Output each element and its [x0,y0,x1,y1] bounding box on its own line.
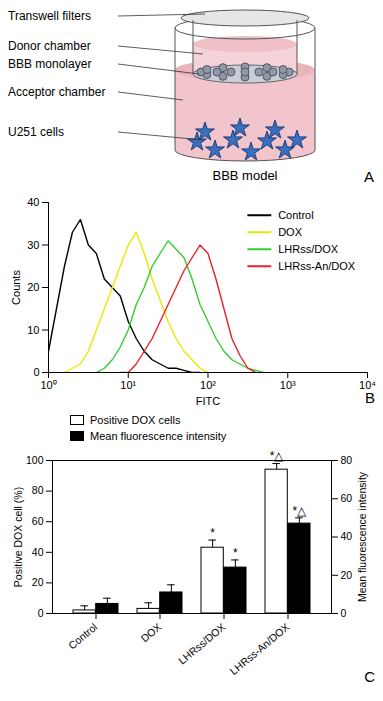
svg-text:Control: Control [278,209,313,221]
svg-text:100: 100 [26,454,44,466]
svg-text:Transwell filters: Transwell filters [8,9,91,23]
svg-text:Donor chamber: Donor chamber [8,39,91,53]
svg-text:0: 0 [38,607,44,619]
svg-text:10¹: 10¹ [120,379,136,391]
svg-text:*: * [233,546,238,560]
svg-text:Mean fluorescence intensity: Mean fluorescence intensity [356,471,368,602]
svg-text:LHRss-An/DOX: LHRss-An/DOX [227,620,291,676]
html-text:Positive DOX cells: Positive DOX cells [90,414,181,426]
svg-text:LHRss/DOX: LHRss/DOX [278,243,339,255]
svg-text:*: * [210,526,215,540]
svg-text:Control: Control [66,620,100,651]
svg-text:BBB model: BBB model [212,168,277,183]
svg-text:10⁰: 10⁰ [40,379,56,391]
svg-text:BBB monolayer: BBB monolayer [8,57,91,71]
svg-text:80: 80 [341,454,353,466]
svg-text:20: 20 [32,576,44,588]
svg-text:DOX: DOX [278,226,303,238]
svg-text:LHRss/DOX: LHRss/DOX [176,620,228,666]
svg-text:Positive DOX cell (%): Positive DOX cell (%) [12,487,24,587]
svg-text:FITC: FITC [196,395,220,407]
svg-text:Acceptor chamber: Acceptor chamber [8,85,105,99]
svg-text:30: 30 [27,239,39,251]
svg-text:0: 0 [33,366,39,378]
svg-text:10³: 10³ [280,379,296,391]
svg-text:40: 40 [341,530,353,542]
svg-text:Counts: Counts [10,270,22,305]
html-text:Mean fluorescence intensity: Mean fluorescence intensity [90,430,227,442]
svg-text:*△: *△ [270,449,285,463]
svg-text:20: 20 [27,281,39,293]
svg-text:40: 40 [32,546,44,558]
svg-text:DOX: DOX [138,620,163,644]
svg-text:10⁴: 10⁴ [359,379,376,392]
html-text:C: C [364,668,375,685]
svg-text:60: 60 [341,492,353,504]
svg-text:80: 80 [32,484,44,496]
svg-text:*△: *△ [293,504,308,518]
html-text:B: B [365,389,375,406]
svg-text:A: A [364,168,374,185]
svg-text:10²: 10² [200,379,216,391]
svg-text:60: 60 [32,515,44,527]
svg-text:20: 20 [341,569,353,581]
svg-text:0: 0 [341,607,347,619]
svg-text:LHRss-An/DOX: LHRss-An/DOX [278,260,356,272]
svg-text:10: 10 [27,324,39,336]
svg-text:40: 40 [27,196,39,208]
svg-text:U251 cells: U251 cells [8,125,64,139]
